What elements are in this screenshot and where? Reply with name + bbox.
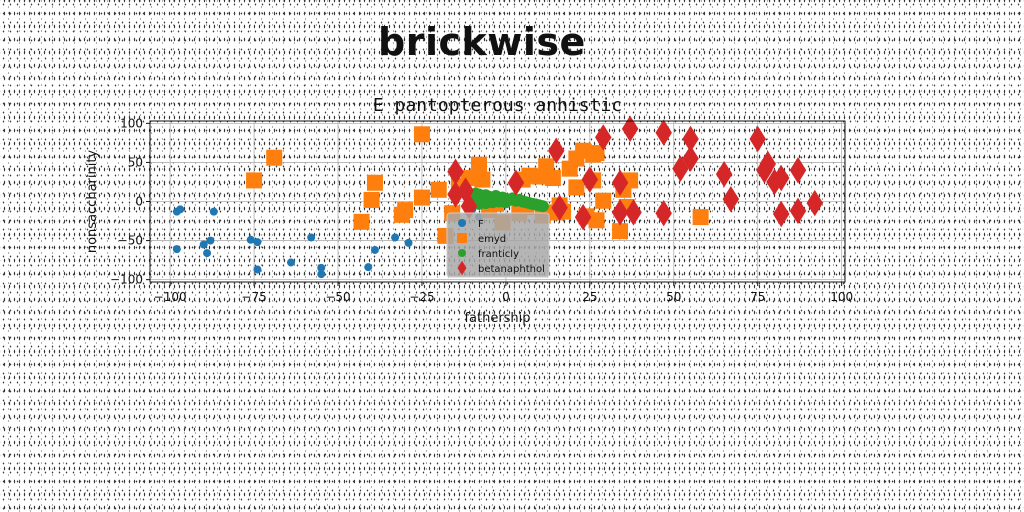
x-tick-label: −100: [154, 290, 187, 304]
legend-label: franticly: [478, 249, 519, 260]
series-2: [466, 187, 549, 213]
data-point: [581, 166, 599, 193]
data-point: [692, 209, 709, 226]
legend-box: [446, 212, 550, 278]
data-point: [474, 171, 491, 188]
data-point: [397, 202, 414, 219]
data-point: [253, 238, 262, 247]
legend-marker: [457, 233, 467, 243]
data-point: [317, 263, 326, 272]
chart-title: E pantopterous anhistic: [373, 95, 622, 116]
data-point: [682, 145, 699, 172]
x-tick-label: −50: [325, 290, 350, 304]
plot-area: [172, 115, 824, 279]
data-point: [722, 185, 740, 213]
data-point: [253, 265, 262, 274]
data-point: [353, 213, 370, 230]
data-point: [548, 137, 565, 164]
data-point: [507, 169, 525, 196]
data-point: [471, 156, 488, 173]
data-point: [611, 169, 629, 196]
x-tick-label: 100: [830, 290, 853, 304]
data-point: [317, 270, 326, 279]
data-point: [749, 125, 766, 153]
series-0: [172, 205, 484, 279]
y-tick-label: 50: [128, 155, 143, 169]
x-tick-label: 0: [502, 290, 510, 304]
data-point: [413, 126, 430, 143]
y-tick-label: −50: [118, 234, 143, 248]
legend-marker: [458, 249, 466, 257]
legend-label: F: [478, 219, 484, 230]
data-point: [759, 150, 777, 178]
data-point: [370, 245, 379, 254]
data-point: [447, 158, 464, 186]
data-point: [199, 240, 208, 249]
data-point: [404, 238, 413, 247]
data-point: [655, 200, 672, 227]
x-tick-label: −25: [409, 290, 434, 304]
data-point: [772, 200, 790, 228]
data-point: [499, 196, 512, 209]
data-point: [682, 125, 699, 153]
legend-label: emyd: [478, 234, 506, 245]
page-title: brickwise: [378, 20, 586, 64]
data-point: [176, 205, 185, 214]
data-point: [588, 212, 605, 229]
data-point: [611, 199, 629, 226]
data-point: [246, 172, 263, 189]
data-point: [568, 179, 585, 196]
y-tick-label: 100: [120, 116, 143, 130]
data-point: [266, 149, 283, 166]
data-point: [287, 258, 296, 267]
data-point: [544, 170, 561, 187]
data-point: [536, 200, 549, 213]
y-tick-label: 0: [135, 195, 143, 209]
data-point: [413, 189, 430, 206]
data-point: [307, 233, 316, 242]
data-point: [391, 233, 400, 242]
data-point: [364, 263, 373, 272]
data-point: [574, 203, 592, 231]
data-point: [588, 145, 605, 162]
legend-label: betanaphthol: [478, 264, 545, 275]
x-axis-label: fathership: [464, 311, 530, 326]
data-point: [206, 236, 215, 245]
y-tick-label: −100: [110, 273, 143, 287]
data-point: [551, 194, 568, 221]
data-point: [655, 119, 672, 146]
data-point: [366, 174, 383, 191]
data-point: [612, 223, 629, 240]
data-point: [806, 189, 824, 217]
data-point: [172, 245, 181, 254]
data-point: [621, 115, 639, 143]
data-point: [625, 199, 642, 226]
x-tick-label: 50: [666, 290, 681, 304]
data-point: [715, 160, 733, 188]
data-point: [430, 181, 447, 198]
legend-marker: [458, 219, 466, 227]
series-3: [447, 115, 824, 231]
data-point: [209, 207, 218, 216]
data-point: [789, 157, 807, 184]
y-axis: −100 −50 0 50 100: [110, 116, 150, 287]
data-point: [789, 197, 807, 225]
x-tick-label: 75: [750, 290, 765, 304]
legend-marker: [457, 260, 467, 276]
data-point: [246, 235, 255, 244]
data-point: [772, 164, 790, 192]
y-axis-label: nonsaccharinity: [85, 150, 100, 254]
x-axis: −100 −75 −50 −25 0 25 50 75 100: [154, 282, 853, 304]
data-point: [595, 192, 612, 209]
data-point: [595, 124, 612, 151]
data-point: [203, 249, 212, 258]
x-tick-label: −75: [241, 290, 266, 304]
data-point: [363, 191, 380, 208]
x-tick-label: 25: [582, 290, 597, 304]
